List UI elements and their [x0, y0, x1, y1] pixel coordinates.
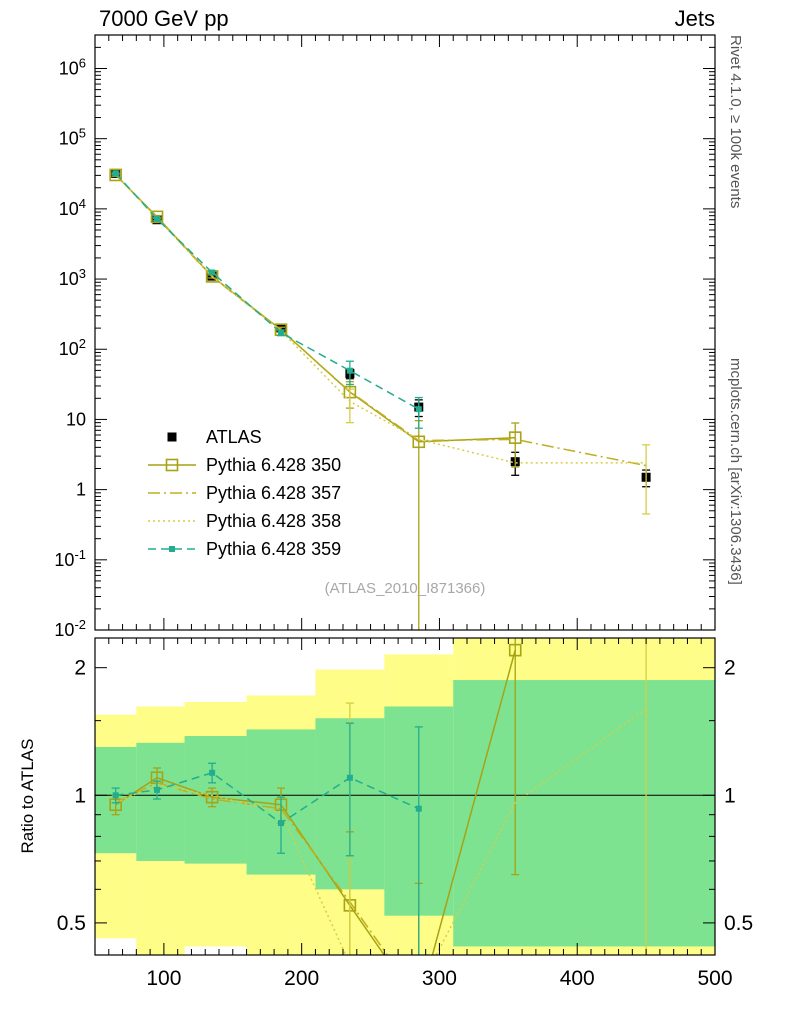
svg-text:2: 2 [74, 657, 86, 680]
ratio-axis-label: Ratio to ATLAS [18, 738, 37, 854]
svg-text:500: 500 [697, 967, 732, 990]
svg-text:Pythia 6.428 358: Pythia 6.428 358 [206, 511, 341, 531]
rivet-version-label: Rivet 4.1.0, ≥ 100k events [727, 35, 744, 209]
svg-text:100: 100 [146, 967, 181, 990]
svg-text:104: 104 [59, 196, 86, 219]
svg-text:0.5: 0.5 [57, 912, 86, 935]
svg-text:1: 1 [724, 784, 736, 807]
analysis-id-watermark: (ATLAS_2010_I871366) [324, 580, 486, 597]
svg-text:10-2: 10-2 [54, 617, 86, 640]
svg-text:102: 102 [59, 336, 86, 359]
svg-text:2: 2 [724, 657, 736, 680]
svg-text:Pythia 6.428 359: Pythia 6.428 359 [206, 539, 341, 559]
svg-text:103: 103 [59, 266, 86, 289]
svg-text:Pythia 6.428 357: Pythia 6.428 357 [206, 483, 341, 503]
beam-energy-label: 7000 GeV pp [99, 6, 229, 31]
svg-text:300: 300 [422, 967, 457, 990]
svg-text:1: 1 [74, 784, 86, 807]
process-label: Jets [674, 6, 715, 31]
svg-text:200: 200 [284, 967, 319, 990]
svg-text:10: 10 [66, 409, 86, 429]
svg-text:ATLAS: ATLAS [206, 427, 262, 447]
svg-text:105: 105 [59, 126, 86, 149]
svg-text:Pythia 6.428 350: Pythia 6.428 350 [206, 455, 341, 475]
svg-text:0.5: 0.5 [724, 912, 753, 935]
svg-text:1: 1 [76, 480, 86, 500]
mcplots-credit-label: mcplots.cern.ch [arXiv:1306.3436] [727, 358, 744, 585]
svg-text:10-1: 10-1 [54, 547, 86, 570]
svg-text:106: 106 [59, 55, 86, 78]
svg-text:400: 400 [560, 967, 595, 990]
